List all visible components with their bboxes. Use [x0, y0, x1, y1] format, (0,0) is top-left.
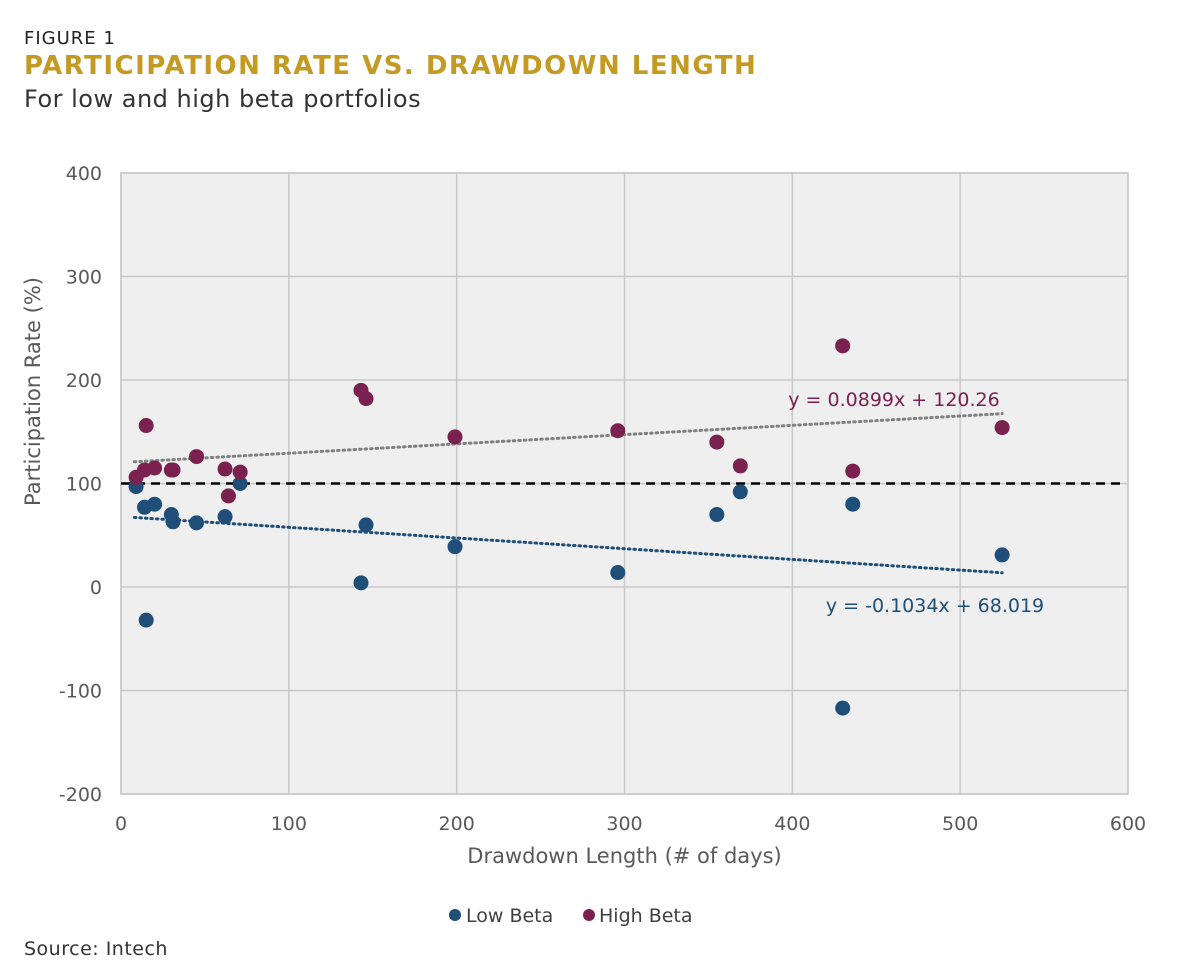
chart-subtitle: For low and high beta portfolios: [24, 85, 422, 113]
point-low-beta: [732, 484, 748, 500]
point-low-beta: [358, 517, 374, 533]
point-low-beta: [994, 547, 1010, 563]
y-tick-label: 200: [66, 370, 102, 392]
point-low-beta: [845, 496, 861, 512]
y-tick-label: 300: [66, 267, 102, 289]
point-low-beta: [147, 496, 163, 512]
chart-title: PARTICIPATION RATE VS. DRAWDOWN LENGTH: [24, 51, 758, 81]
point-high-beta: [232, 464, 248, 480]
x-tick-label: 300: [606, 813, 642, 835]
point-high-beta: [845, 463, 861, 479]
point-high-beta: [147, 460, 163, 476]
point-high-beta: [189, 449, 205, 465]
legend-marker-high-beta: [583, 909, 595, 921]
point-low-beta: [610, 565, 626, 581]
x-axis-title: Drawdown Length (# of days): [467, 844, 781, 868]
point-high-beta: [994, 420, 1010, 436]
x-tick-label: 400: [774, 813, 810, 835]
point-high-beta: [709, 434, 725, 450]
point-high-beta: [610, 423, 626, 439]
point-low-beta: [709, 507, 725, 523]
point-high-beta: [165, 462, 181, 478]
point-low-beta: [835, 700, 851, 716]
legend-label-low-beta: Low Beta: [466, 905, 553, 927]
point-high-beta: [217, 461, 233, 477]
point-high-beta: [358, 391, 374, 407]
x-tick-label: 500: [942, 813, 978, 835]
legend-marker-low-beta: [449, 909, 461, 921]
trendline-low-beta: [132, 515, 1004, 575]
point-high-beta: [732, 458, 748, 474]
y-axis-title: Participation Rate (%): [21, 277, 45, 506]
legend-label-high-beta: High Beta: [599, 905, 693, 927]
point-low-beta: [189, 515, 205, 531]
y-tick-label: 400: [66, 163, 102, 185]
point-high-beta: [220, 488, 236, 504]
y-tick-label: 100: [66, 474, 102, 496]
point-low-beta: [138, 612, 154, 628]
x-tick-label: 600: [1110, 813, 1146, 835]
scatter-chart: 0 100 200 300 400 500 600 -200 -100 0 100 200 300 400…: [21, 163, 1146, 927]
point-high-beta: [447, 429, 463, 445]
trendline-equation-high-beta: y = 0.0899x + 120.26: [788, 389, 999, 411]
point-low-beta: [165, 514, 181, 530]
source-note: Source: Intech: [24, 938, 168, 960]
point-low-beta: [353, 575, 369, 591]
y-tick-label: 0: [90, 577, 102, 599]
point-low-beta: [447, 539, 463, 555]
x-tick-label: 0: [115, 813, 127, 835]
point-low-beta: [232, 476, 248, 491]
y-tick-label: -200: [59, 784, 102, 806]
trendline-equation-low-beta: y = -0.1034x + 68.019: [826, 595, 1044, 617]
point-high-beta: [138, 418, 154, 434]
figure-label: FIGURE 1: [24, 28, 116, 49]
x-tick-label: 100: [271, 813, 307, 835]
y-tick-label: -100: [59, 681, 102, 703]
trendline-high-beta: [132, 412, 1004, 464]
point-low-beta: [217, 509, 233, 525]
point-high-beta: [835, 338, 851, 354]
x-tick-label: 200: [439, 813, 475, 835]
